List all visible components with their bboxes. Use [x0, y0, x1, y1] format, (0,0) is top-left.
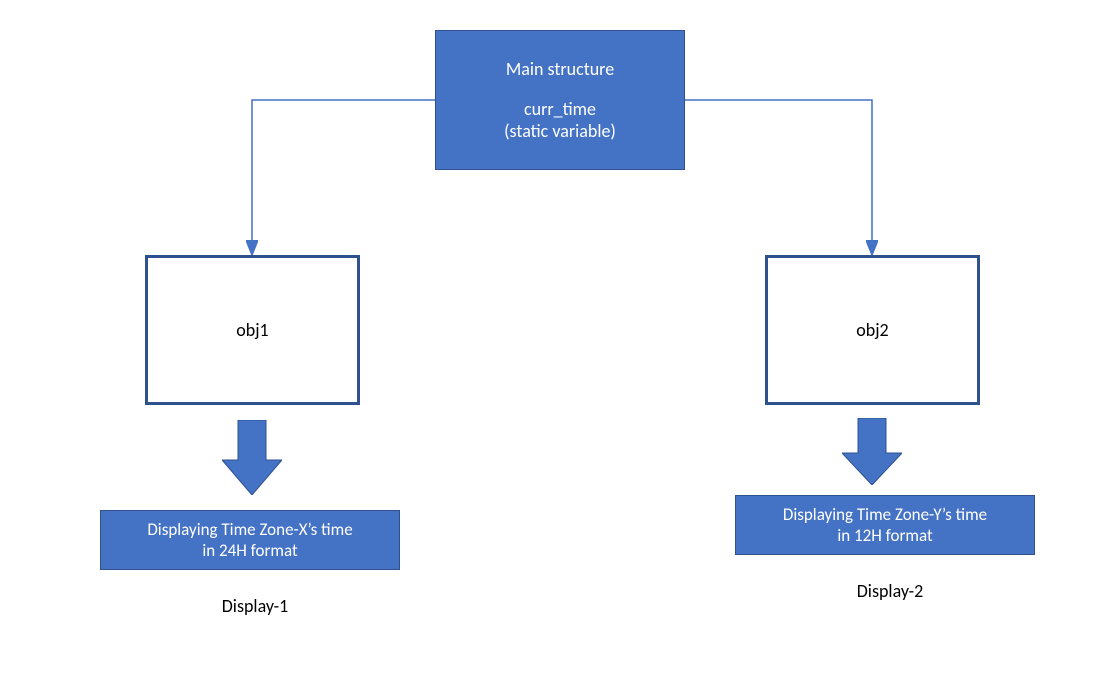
obj2-node: obj2	[765, 255, 980, 405]
main-structure-node: Main structure curr_time (static variabl…	[435, 30, 685, 170]
display1-caption: Display-1	[200, 595, 310, 617]
obj2-label: obj2	[856, 319, 888, 341]
display1-line1: Displaying Time Zone-X’s time	[147, 519, 352, 540]
display2-caption: Display-2	[835, 580, 945, 602]
display1-line2: in 24H format	[202, 540, 297, 561]
display2-line2: in 12H format	[837, 525, 932, 546]
obj1-node: obj1	[145, 255, 360, 405]
block-arrow-1	[222, 420, 282, 495]
block-arrow-2	[842, 418, 902, 485]
main-title: Main structure	[506, 58, 614, 80]
main-line2: curr_time	[524, 98, 596, 120]
display2-line1: Displaying Time Zone-Y’s time	[783, 504, 987, 525]
connector-main-obj2	[685, 100, 872, 252]
display1-node: Displaying Time Zone-X’s time in 24H for…	[100, 510, 400, 570]
connector-main-obj1	[252, 100, 435, 252]
main-line3: (static variable)	[504, 120, 616, 142]
obj1-label: obj1	[236, 319, 268, 341]
display2-node: Displaying Time Zone-Y’s time in 12H for…	[735, 495, 1035, 555]
